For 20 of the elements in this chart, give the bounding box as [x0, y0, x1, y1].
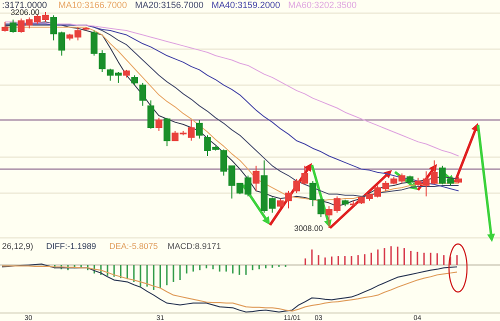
candlestick: [131, 74, 138, 86]
candlestick: [196, 120, 203, 140]
candlestick: [156, 117, 162, 132]
candlestick: [147, 100, 154, 130]
annotation: 3008.00: [294, 224, 324, 233]
series-label: DIFF:-1.1989: [46, 241, 96, 251]
chart-title: 26,12,9): [2, 241, 34, 251]
text: DEA:-5.8075: [109, 241, 158, 251]
text: MA60:3202.3500: [288, 0, 357, 10]
candlestick: [2, 21, 8, 32]
text: MA20:3156.7000: [134, 0, 204, 10]
series-label: MA10:3166.7000: [58, 0, 127, 10]
candlestick: [252, 165, 260, 192]
series-label: :3171.0000: [2, 0, 48, 10]
annotation: 3206.00: [10, 8, 40, 17]
candlestick: [10, 19, 16, 34]
text: MA40:3159.2000: [212, 0, 280, 10]
candlestick: [139, 82, 146, 106]
candlestick: [164, 117, 170, 147]
annotation: MACD:8.9171: [168, 241, 222, 251]
